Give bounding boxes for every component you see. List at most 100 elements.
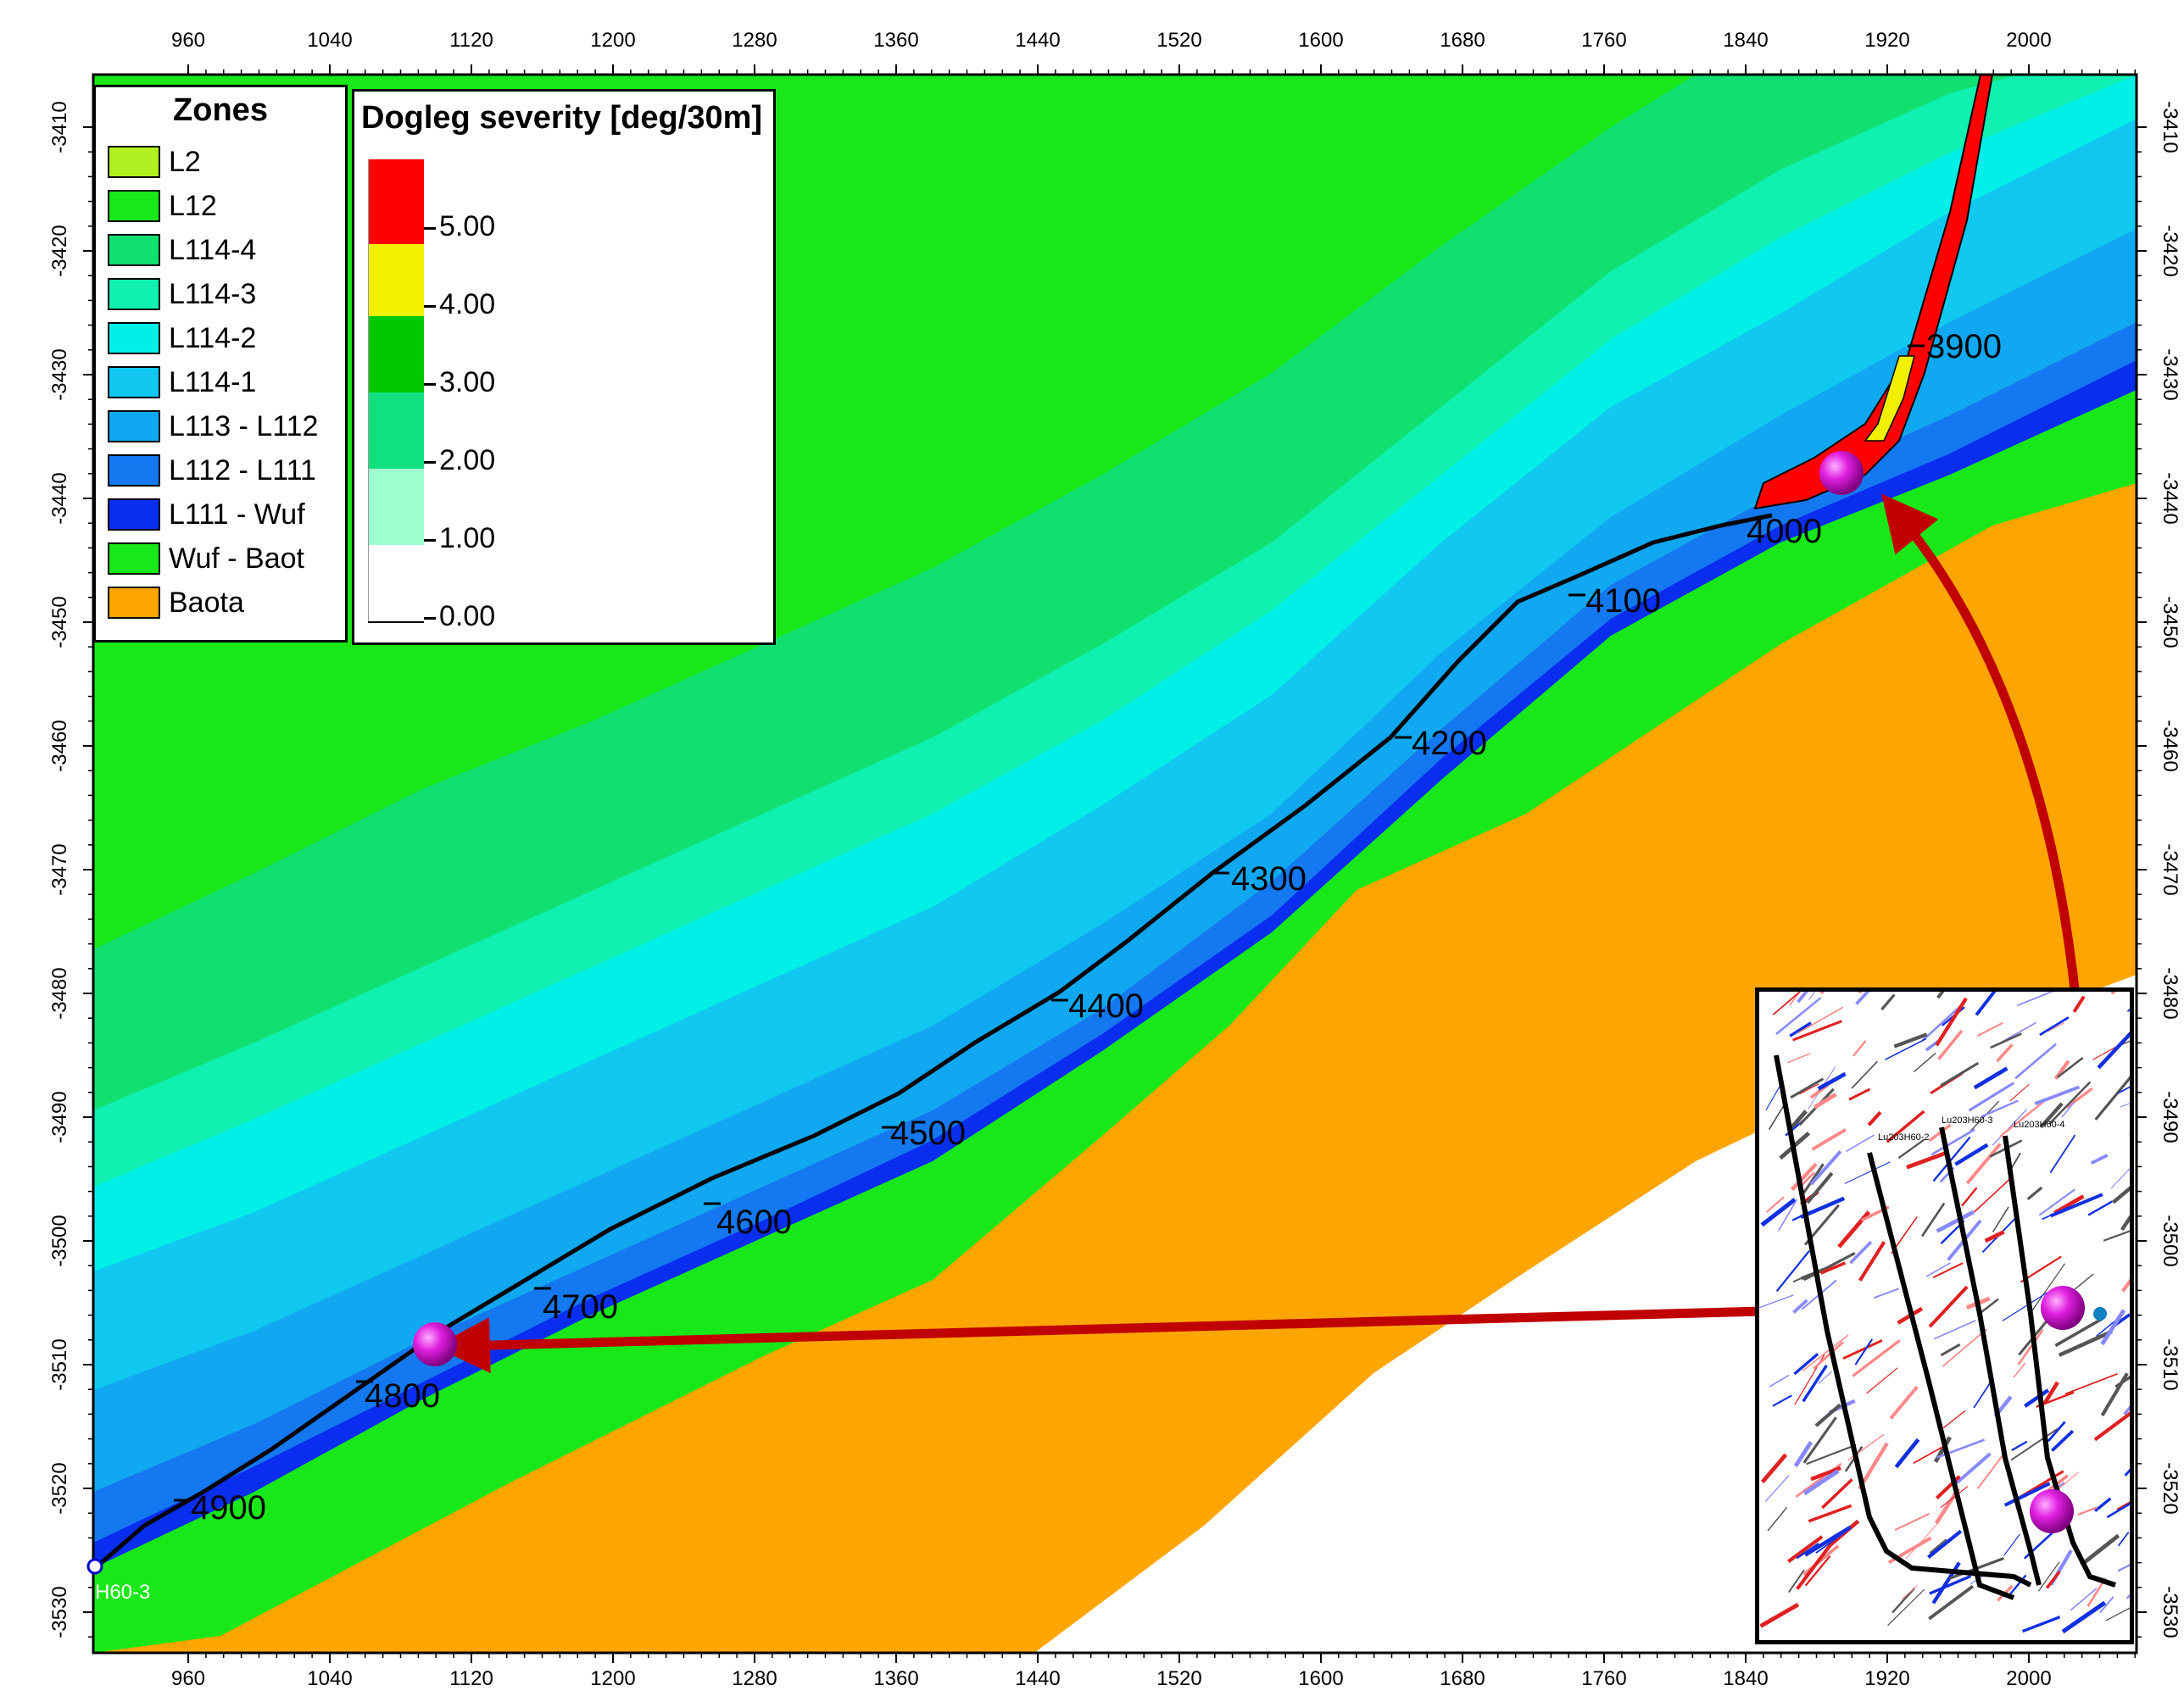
zone-legend-item: L114-2 — [108, 320, 256, 357]
colorbar-tick-label: 2.00 — [439, 444, 496, 476]
inset-well-3 — [1939, 1126, 2042, 1586]
fracture-stick — [1810, 1466, 1841, 1482]
y-tick-label: -3480 — [48, 967, 71, 1019]
fracture-stick — [2110, 1167, 2130, 1189]
fracture-stick — [2126, 1594, 2130, 1599]
x-tick-label: 1200 — [590, 1667, 635, 1690]
y-tick-label: -3430 — [48, 348, 71, 400]
y-tick-label: -3410 — [2159, 101, 2181, 153]
y-tick-label: -3510 — [48, 1338, 71, 1390]
fracture-stick — [1887, 1588, 1925, 1627]
fracture-stick — [1849, 1240, 1873, 1265]
fracture-stick — [1940, 1486, 1969, 1509]
fracture-stick — [1802, 1163, 1825, 1194]
zones-legend: Zones L2 L12 L114-4 L114-3 L114-2 L114-1 L113 … — [93, 85, 348, 642]
zone-legend-item: L112 - L111 — [108, 452, 316, 489]
x-tick-label: 1120 — [449, 1667, 493, 1690]
fracture-stick — [1961, 1187, 1978, 1207]
fracture-stick — [2064, 1372, 2118, 1395]
fracture-stick — [1837, 1210, 1871, 1249]
zone-swatch — [108, 366, 160, 398]
zone-legend-item: L114-3 — [108, 275, 256, 313]
x-tick-label: 1280 — [732, 29, 777, 52]
zone-legend-item: Wuf - Baot — [108, 540, 304, 577]
fracture-stick — [1885, 1037, 1927, 1060]
fracture-stick — [2120, 1215, 2130, 1232]
fracture-stick — [1935, 997, 1968, 1047]
x-tick-label: 1920 — [1864, 29, 1909, 52]
zone-label: Baota — [169, 586, 244, 619]
fracture-stick — [1976, 1021, 2003, 1037]
fracture-stick — [2039, 1102, 2064, 1129]
x-tick-label: 1200 — [590, 29, 635, 52]
fracture-stick — [1811, 1128, 1847, 1151]
zone-legend-item: L2 — [108, 143, 201, 181]
trajectory-dls-yellow — [1864, 355, 1915, 442]
zone-legend-item: L12 — [108, 187, 217, 225]
fracture-stick — [1942, 1328, 1987, 1367]
inset-label-well-4: Lu203H60-4 — [2014, 1120, 2065, 1130]
fracture-stick — [1980, 1298, 1999, 1314]
fracture-stick — [1880, 993, 1896, 1011]
fracture-stick — [2038, 1188, 2076, 1216]
fracture-stick — [2061, 1101, 2075, 1118]
fracture-stick — [1955, 1452, 1992, 1485]
fracture-stick — [2094, 1076, 2130, 1121]
fracture-stick — [2048, 1022, 2064, 1032]
x-tick-label: 1440 — [1015, 1667, 1060, 1690]
fracture-stick — [1789, 1110, 1808, 1130]
zone-label: Wuf - Baot — [169, 542, 304, 575]
inset-point-marker — [2093, 1307, 2107, 1321]
fracture-stick — [2017, 1329, 2044, 1365]
fracture-stick — [2054, 1316, 2104, 1348]
fracture-stick — [1789, 1021, 1812, 1037]
inset-well-1 — [1774, 1054, 2032, 1588]
fracture-stick — [1787, 1535, 1824, 1563]
zone-swatch — [108, 454, 160, 487]
fracture-stick — [2124, 1468, 2130, 1477]
y-tick-label: -3440 — [2159, 472, 2181, 524]
fracture-stick — [2099, 1596, 2114, 1614]
fracture-stick — [2002, 1291, 2049, 1321]
zone-swatch — [108, 322, 160, 354]
fracture-stick — [2093, 1411, 2130, 1442]
fracture-stick — [1819, 1261, 1847, 1275]
zone-legend-item: L111 - Wuf — [108, 496, 305, 533]
y-tick-label: -3440 — [48, 472, 71, 524]
y-tick-label: -3430 — [2159, 348, 2181, 400]
zone-label: L114-1 — [169, 365, 257, 398]
fracture-stick — [1814, 1092, 1837, 1110]
fracture-stick — [1929, 1538, 1947, 1554]
fracture-stick — [1775, 997, 1822, 1035]
fracture-stick — [1768, 1104, 1785, 1131]
fracture-stick — [1889, 1385, 1919, 1420]
fracture-stick — [2100, 1372, 2129, 1416]
y-tick-label: -3520 — [48, 1462, 71, 1514]
fracture-stick — [2103, 1230, 2130, 1242]
fracture-stick — [1992, 1109, 2028, 1146]
y-tick-label: -3420 — [2159, 225, 2181, 276]
x-tick-label: 2000 — [2006, 1667, 2051, 1690]
fracture-stick — [1764, 1475, 1790, 1502]
fracture-stick — [2087, 1200, 2113, 1216]
fracture-stick — [2034, 1085, 2081, 1105]
fracture-stick — [1772, 1394, 1792, 1407]
fracture-stick — [1846, 1134, 1875, 1153]
fracture-stick — [1990, 1032, 2022, 1049]
fracture-stick — [1803, 1525, 1852, 1557]
fracture-stick — [1927, 1529, 1963, 1559]
fracture-stick — [1933, 1320, 1976, 1340]
fracture-stick — [1817, 1071, 1847, 1091]
fracture-stick — [1854, 1338, 1874, 1365]
fracture-stick — [2053, 1194, 2085, 1215]
colorbar-segment — [368, 316, 424, 392]
colorbar-segment — [368, 244, 424, 316]
y-tick-label: -3500 — [48, 1215, 71, 1266]
x-tick-label: 1360 — [873, 1667, 918, 1690]
fracture-stick — [1775, 1249, 1810, 1293]
colorbar-tick — [424, 461, 436, 464]
fracture-stick — [2003, 1482, 2051, 1507]
fracture-stick — [1813, 1341, 1844, 1370]
fracture-stick — [1999, 1099, 2047, 1137]
fracture-stick — [1913, 1445, 1944, 1465]
